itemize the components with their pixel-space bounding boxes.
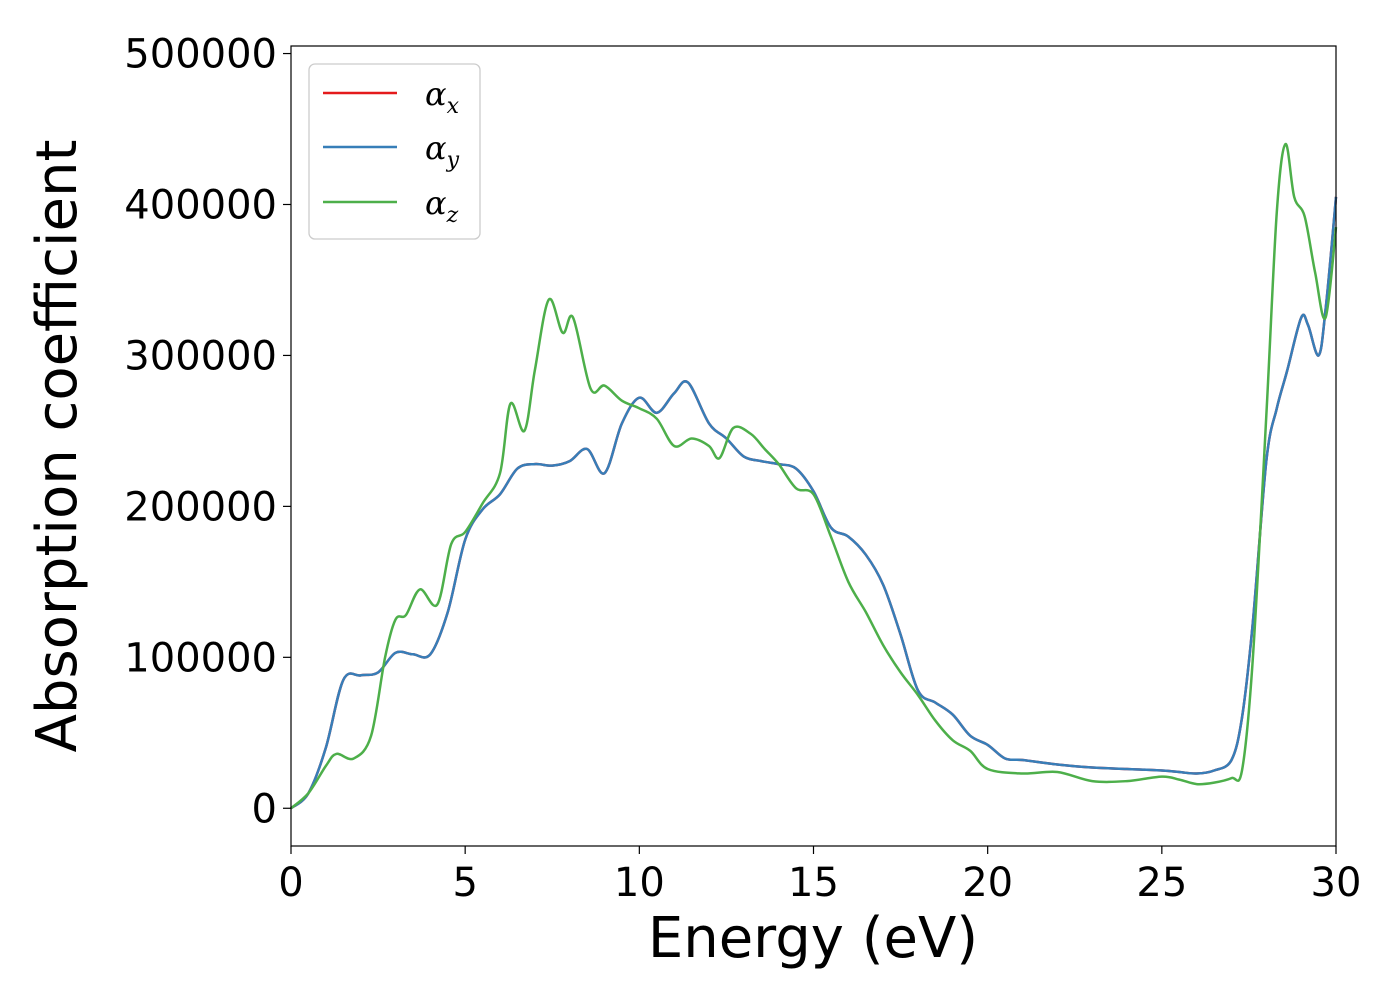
legend: αx αy αz bbox=[308, 63, 481, 240]
x-tick-label: 10 bbox=[614, 860, 665, 906]
y-axis: 0 100000 200000 300000 400000 500000 bbox=[124, 32, 291, 832]
y-tick-label: 500000 bbox=[124, 32, 277, 78]
x-tick-label: 0 bbox=[278, 860, 303, 906]
y-tick-label: 200000 bbox=[124, 484, 277, 530]
x-tick-label: 30 bbox=[1311, 860, 1362, 906]
y-tick-label: 300000 bbox=[124, 333, 277, 379]
series-layer bbox=[290, 142, 1338, 810]
legend-box bbox=[308, 63, 481, 240]
x-tick-label: 15 bbox=[788, 860, 839, 906]
legend-label-alpha-y: αy bbox=[425, 129, 460, 173]
x-axis: 0 5 10 15 20 25 30 bbox=[278, 846, 1361, 906]
y-tick-label: 0 bbox=[252, 786, 277, 832]
legend-label-alpha-z: αz bbox=[425, 184, 459, 228]
x-axis-label: Energy (eV) bbox=[648, 906, 978, 971]
legend-label-alpha-x: αx bbox=[425, 75, 460, 119]
x-tick-label: 5 bbox=[452, 860, 477, 906]
x-tick-label: 20 bbox=[962, 860, 1013, 906]
y-axis-label: Absorption coefficient bbox=[25, 140, 90, 753]
x-tick-label: 25 bbox=[1136, 860, 1187, 906]
series-line-alpha-z bbox=[290, 142, 1338, 810]
y-tick-label: 100000 bbox=[124, 635, 277, 681]
y-tick-label: 400000 bbox=[124, 182, 277, 228]
